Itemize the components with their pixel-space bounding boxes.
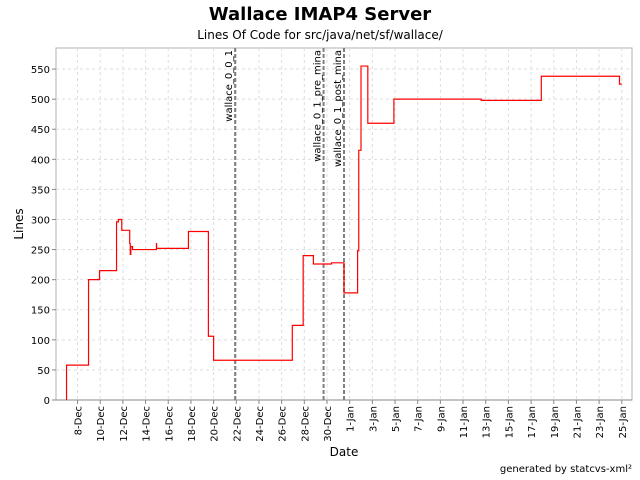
y-tick-label: 450 xyxy=(31,125,50,136)
x-tick-label: 8-Dec xyxy=(74,406,85,435)
release-marker-label: wallace_0_1_pre_mina xyxy=(313,50,324,162)
y-tick-label: 150 xyxy=(31,306,50,317)
x-tick-label: 7-Jan xyxy=(414,406,425,432)
x-tick-label: 22-Dec xyxy=(232,406,243,442)
chart-title: Wallace IMAP4 Server xyxy=(208,4,432,25)
x-tick-label: 20-Dec xyxy=(210,406,221,442)
y-tick-label: 550 xyxy=(31,65,50,76)
y-tick-label: 100 xyxy=(31,336,50,347)
x-tick-label: 28-Dec xyxy=(300,406,311,442)
x-tick-label: 23-Jan xyxy=(595,406,606,438)
y-tick-label: 0 xyxy=(44,396,50,407)
y-tick-label: 500 xyxy=(31,95,50,106)
y-axis-label: Lines xyxy=(12,208,26,239)
generator-credit: generated by statcvs-xml² xyxy=(499,464,632,475)
x-tick-label: 17-Jan xyxy=(527,406,538,438)
y-tick-label: 200 xyxy=(31,276,50,287)
y-tick-label: 250 xyxy=(31,246,50,257)
y-tick-label: 350 xyxy=(31,185,50,196)
x-tick-label: 15-Jan xyxy=(504,406,515,438)
y-tick-label: 300 xyxy=(31,215,50,226)
release-marker-label: wallace_0_0_1 xyxy=(224,50,235,122)
chart-subtitle: Lines Of Code for src/java/net/sf/wallac… xyxy=(197,28,443,42)
x-tick-label: 9-Jan xyxy=(436,406,447,432)
x-tick-label: 19-Jan xyxy=(550,406,561,438)
x-tick-label: 26-Dec xyxy=(278,406,289,442)
x-tick-label: 30-Dec xyxy=(323,406,334,442)
x-tick-label: 13-Jan xyxy=(482,406,493,438)
x-tick-label: 3-Jan xyxy=(368,406,379,432)
y-tick-label: 50 xyxy=(37,366,50,377)
y-tick-label: 400 xyxy=(31,155,50,166)
x-tick-label: 21-Jan xyxy=(572,406,583,438)
x-tick-label: 10-Dec xyxy=(96,406,107,442)
x-axis-label: Date xyxy=(330,445,359,459)
x-tick-label: 14-Dec xyxy=(142,406,153,442)
x-tick-label: 11-Jan xyxy=(459,406,470,438)
x-tick-label: 16-Dec xyxy=(164,406,175,442)
x-tick-label: 1-Jan xyxy=(346,406,357,432)
x-tick-label: 12-Dec xyxy=(119,406,130,442)
x-tick-label: 24-Dec xyxy=(255,406,266,442)
x-tick-label: 5-Jan xyxy=(391,406,402,432)
release-marker-label: wallace_0_1_post_mina xyxy=(333,50,344,167)
x-tick-label: 18-Dec xyxy=(187,406,198,442)
x-tick-label: 25-Jan xyxy=(618,406,629,438)
series-line xyxy=(65,65,622,400)
